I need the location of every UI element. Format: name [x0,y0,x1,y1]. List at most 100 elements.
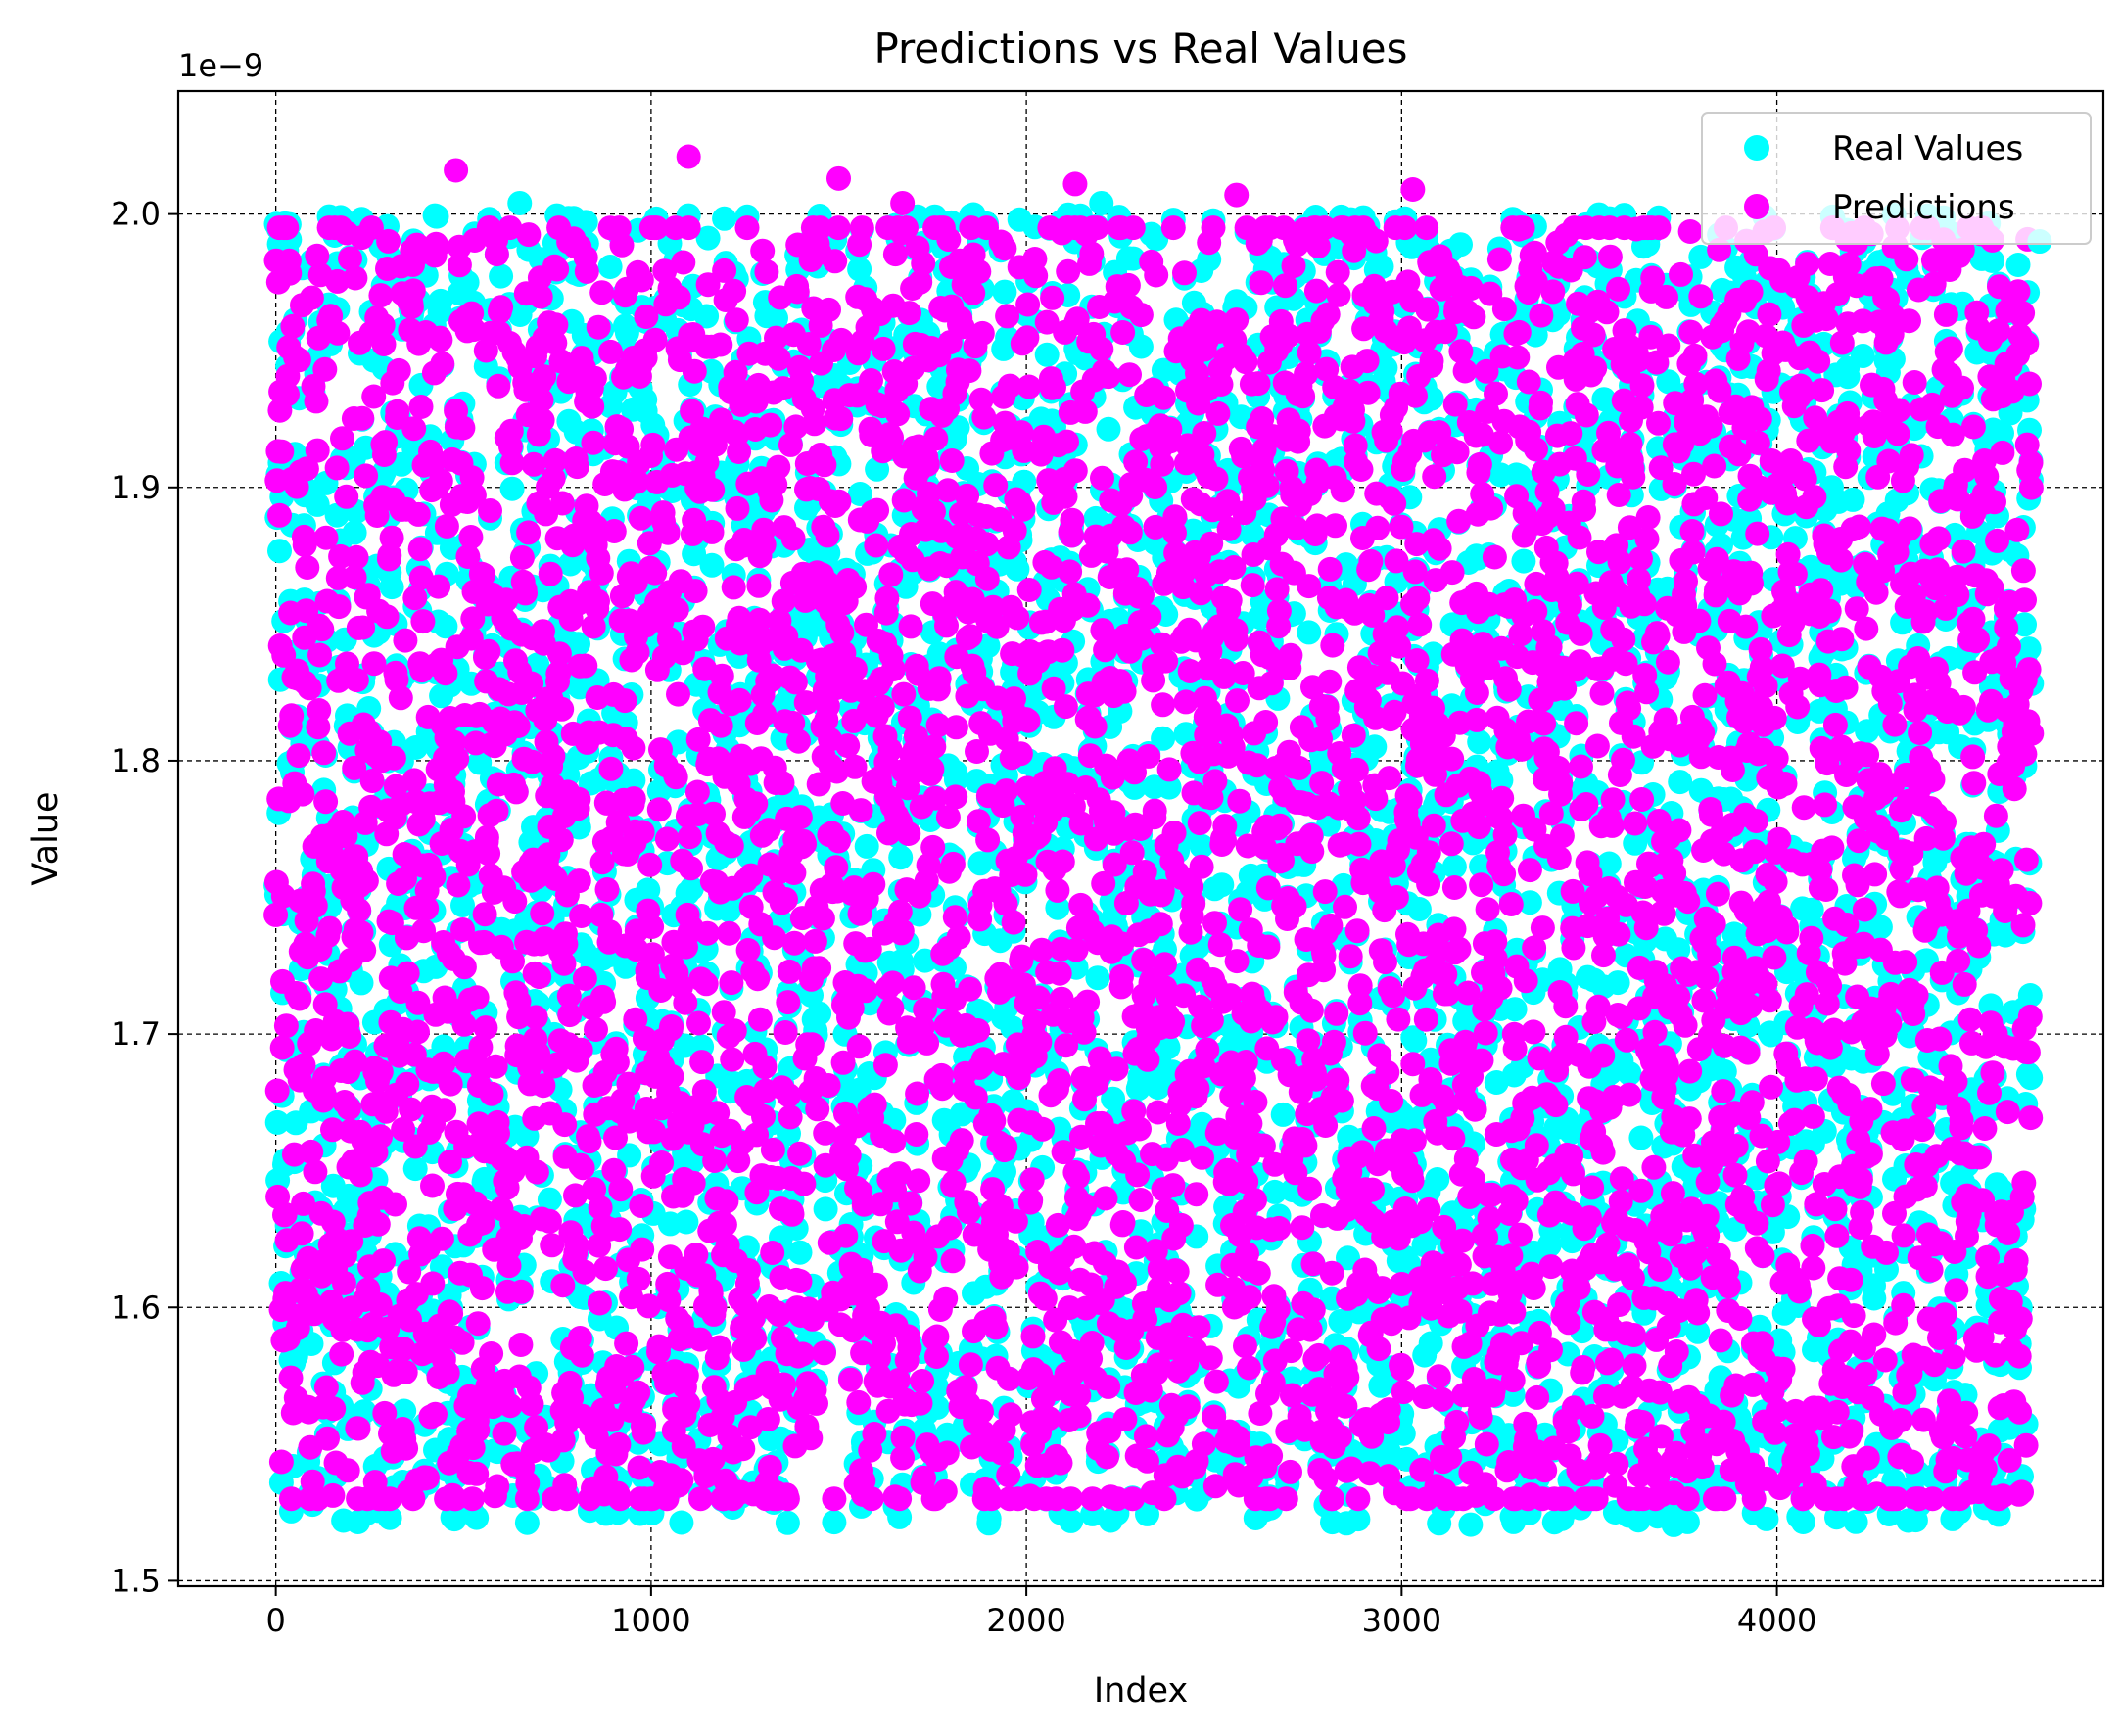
real-value-point [1059,1509,1083,1533]
prediction-point [373,430,398,454]
prediction-point [347,898,371,922]
real-value-point [1668,770,1692,794]
real-value-point [489,264,513,289]
prediction-point [269,440,294,464]
prediction-point [321,1396,346,1421]
prediction-point [304,893,328,917]
real-value-point [1425,1167,1449,1192]
real-value-point [1407,897,1432,921]
prediction-point [270,1036,295,1060]
prediction-point [327,594,352,619]
real-value-point [2006,253,2031,277]
real-value-point [1271,1103,1296,1127]
prediction-point [290,782,314,807]
prediction-point [315,1427,340,1451]
real-value-point [788,1241,813,1265]
prediction-point [306,439,330,463]
prediction-point [305,389,329,413]
prediction-point [309,617,334,641]
prediction-point [265,1079,290,1103]
real-value-point [598,255,623,279]
real-value-point [1791,1510,1815,1534]
prediction-point [295,555,319,580]
prediction-point [300,286,324,310]
prediction-point [314,1376,339,1400]
real-value-point [1297,620,1321,644]
real-value-point [1503,997,1528,1021]
prediction-point [277,261,302,286]
real-value-point [700,553,725,578]
prediction-point [329,1342,354,1367]
real-value-point [1862,1287,1886,1311]
prediction-point [337,1096,361,1120]
real-value-point [674,1210,698,1235]
real-value-point [807,1002,831,1026]
prediction-point [287,987,311,1011]
prediction-point [303,1159,327,1184]
prediction-point [337,1024,361,1049]
prediction-point [298,676,322,700]
real-value-point [1035,343,1060,367]
real-value-point [343,520,367,544]
real-value-point [1362,734,1387,759]
real-value-point [433,614,457,638]
prediction-point [269,1450,294,1475]
real-value-point [669,1511,693,1535]
real-value-point [2018,1065,2043,1090]
prediction-point [343,266,367,291]
prediction-point [292,1054,316,1078]
real-value-point [1618,1061,1642,1086]
prediction-point [274,215,299,240]
prediction-point [312,357,337,382]
prediction-point [290,1221,314,1245]
prediction-point [267,503,292,528]
prediction-point [368,283,393,307]
real-value-point [1442,855,1467,879]
prediction-point [280,314,305,339]
prediction-point [293,533,317,557]
real-value-point [888,845,913,869]
prediction-point [347,1417,371,1441]
real-value-point [1606,970,1630,995]
real-value-point [776,1511,800,1535]
prediction-point [325,455,350,480]
prediction-point [362,651,387,676]
prediction-point [368,1124,393,1149]
real-value-point [822,1510,846,1534]
prediction-point [279,703,304,727]
prediction-point [317,916,342,941]
prediction-point [345,545,369,570]
prediction-point [372,332,397,356]
prediction-point [274,1013,299,1038]
prediction-point [313,789,338,814]
real-value-point [1467,729,1491,754]
prediction-point [376,229,401,254]
real-value-point [712,207,736,231]
real-value-point [380,575,404,599]
real-value-point [1841,488,1865,512]
prediction-point [334,485,358,509]
prediction-point [375,604,400,629]
prediction-point [332,1271,356,1295]
prediction-point [352,938,376,962]
prediction-point [350,406,374,431]
real-value-point [425,205,449,229]
prediction-point [336,1458,360,1482]
real-value-point [1800,898,1824,922]
prediction-point [307,698,331,723]
prediction-point [307,643,332,668]
prediction-point [287,348,311,372]
real-value-point [515,1511,540,1535]
real-value-point [1754,1507,1778,1531]
real-value-point [500,477,525,501]
real-value-point [267,539,292,563]
real-value-point [1628,1126,1653,1150]
prediction-point [287,743,311,768]
prediction-point [354,868,379,893]
real-value-point [1402,1028,1427,1053]
prediction-point [354,463,378,488]
real-value-point [814,1196,838,1221]
real-value-point [2018,983,2043,1008]
real-value-point [1836,364,1861,389]
